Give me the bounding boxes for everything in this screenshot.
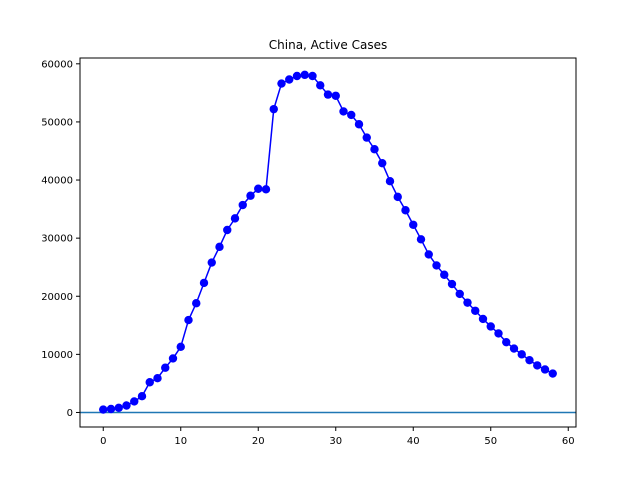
data-point <box>192 299 201 308</box>
x-tick-label: 10 <box>174 436 187 447</box>
data-point <box>323 90 333 99</box>
data-point <box>199 278 209 288</box>
data-point <box>308 71 317 81</box>
data-point <box>347 110 356 120</box>
data-point <box>478 314 488 324</box>
chart-title: China, Active Cases <box>269 38 387 52</box>
data-point <box>106 404 116 414</box>
y-tick-label: 0 <box>67 408 73 419</box>
data-point <box>416 235 426 244</box>
data-point <box>300 70 309 80</box>
x-tick-label: 20 <box>252 436 265 447</box>
data-point <box>99 405 108 414</box>
data-point <box>447 279 457 289</box>
data-point <box>254 184 263 193</box>
data-point <box>378 158 387 168</box>
axes-frame <box>79 57 577 428</box>
data-point <box>548 369 557 378</box>
data-point <box>370 145 379 154</box>
data-point <box>339 107 348 116</box>
data-point <box>316 81 325 90</box>
data-point <box>509 344 519 353</box>
data-point <box>153 373 162 383</box>
data-point <box>502 337 511 347</box>
y-tick-label: 50000 <box>41 117 73 128</box>
data-point <box>486 322 495 331</box>
data-point <box>261 185 271 194</box>
x-tick-label: 50 <box>484 436 497 447</box>
y-tick-label: 30000 <box>41 234 73 245</box>
data-point <box>223 225 232 235</box>
data-point <box>285 75 294 84</box>
data-point <box>161 363 170 372</box>
data-point <box>269 104 278 114</box>
data-point <box>432 261 441 270</box>
data-point <box>525 355 534 365</box>
data-point <box>176 342 185 352</box>
plot-area: 0 10 20 30 40 50 60 0 10000 20000 30000 40000 50000 6… <box>41 59 576 447</box>
data-point <box>424 250 433 259</box>
data-point <box>292 71 302 81</box>
x-tick-label: 60 <box>562 436 575 447</box>
data-point <box>385 176 395 186</box>
data-point <box>463 298 472 307</box>
data-point <box>122 401 131 410</box>
data-point <box>533 361 542 370</box>
data-point <box>471 306 480 315</box>
data-point <box>114 403 123 413</box>
data-point <box>184 315 193 325</box>
data-point <box>494 329 503 338</box>
y-tick-label: 10000 <box>41 350 73 361</box>
data-point <box>517 350 526 359</box>
data-point <box>130 397 139 406</box>
y-tick-label: 40000 <box>41 176 73 187</box>
x-tick-label: 0 <box>100 436 106 447</box>
x-tick-label: 30 <box>329 436 342 447</box>
data-point <box>215 242 224 252</box>
y-tick-label: 20000 <box>41 292 73 303</box>
data-point <box>393 192 402 202</box>
data-point <box>246 191 255 200</box>
y-tick-label: 60000 <box>41 59 73 70</box>
data-point <box>440 270 449 279</box>
data-point <box>540 365 550 374</box>
data-point <box>207 258 216 267</box>
data-point <box>137 392 147 401</box>
data-point <box>331 91 340 100</box>
data-point <box>168 354 178 363</box>
data-point <box>238 200 247 210</box>
data-point <box>409 220 418 229</box>
data-point <box>277 79 286 88</box>
data-point <box>230 214 240 223</box>
data-point <box>145 378 154 387</box>
data-point <box>362 133 371 142</box>
data-point <box>401 206 410 215</box>
x-tick-label: 40 <box>407 436 420 447</box>
data-point <box>455 289 464 299</box>
data-point <box>354 120 364 129</box>
